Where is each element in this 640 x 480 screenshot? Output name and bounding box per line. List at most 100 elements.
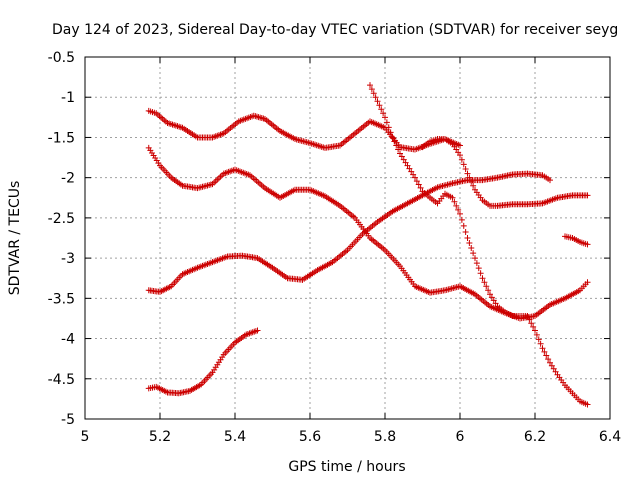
x-tick-label: 5.2 — [149, 429, 171, 445]
x-tick-label: 6 — [456, 429, 465, 445]
data-point-marker — [470, 250, 477, 257]
data-point-marker — [410, 171, 417, 178]
data-point-marker — [535, 336, 542, 343]
data-point-marker — [458, 216, 465, 223]
data-point-marker — [462, 228, 469, 235]
data-point-marker — [457, 152, 463, 159]
data-point-marker — [475, 265, 482, 272]
data-point-marker — [483, 283, 490, 290]
data-point-marker — [417, 184, 424, 191]
series-track-g — [562, 233, 591, 248]
data-point-marker — [376, 102, 383, 109]
data-point-marker — [533, 331, 540, 338]
data-point-marker — [488, 294, 495, 301]
x-tick-label: 5 — [81, 429, 90, 445]
data-point-marker — [389, 134, 396, 141]
data-point-marker — [400, 156, 407, 163]
data-point-marker — [457, 210, 463, 217]
data-point-marker — [526, 316, 533, 323]
data-point-marker — [408, 168, 415, 175]
data-point-marker — [532, 327, 538, 334]
data-point-marker — [473, 260, 480, 267]
data-point-marker — [387, 129, 394, 136]
y-tick-label: -4 — [61, 332, 75, 348]
y-tick-label: -2 — [61, 171, 75, 187]
data-point-marker — [530, 323, 537, 330]
data-point-marker — [479, 275, 486, 282]
data-point-marker — [378, 106, 385, 113]
y-tick-label: -1 — [61, 90, 75, 106]
data-point-marker — [543, 352, 550, 359]
chart-title: Day 124 of 2023, Sidereal Day-to-day VTE… — [52, 22, 618, 38]
series-track-b — [145, 144, 591, 322]
data-point-marker — [584, 192, 591, 199]
data-point-marker — [460, 161, 467, 168]
data-point-marker — [548, 362, 555, 369]
data-point-marker — [552, 368, 559, 375]
series-track-e — [367, 82, 591, 408]
data-point-marker — [455, 206, 462, 213]
data-point-marker — [487, 291, 493, 298]
x-axis-label: GPS time / hours — [288, 459, 405, 475]
data-point-marker — [393, 142, 400, 149]
data-point-marker — [453, 202, 460, 209]
data-point-marker — [539, 345, 546, 352]
y-tick-label: -2.5 — [48, 211, 75, 227]
data-point-marker — [402, 159, 409, 166]
series-track-c — [145, 170, 553, 295]
data-point-marker — [385, 124, 392, 131]
y-tick-label: -0.5 — [48, 50, 75, 66]
data-point-marker — [466, 240, 473, 247]
data-point-marker — [404, 162, 411, 169]
data-point-marker — [406, 165, 413, 172]
tick-layer: 5 5.2 5.4 5.6 5.8 6 6.2 6.4 -0.5 -1 -1.5 -2 -2.5 -3 -3… — [48, 50, 622, 445]
series-track-d — [145, 327, 261, 397]
data-point-marker — [464, 170, 471, 177]
data-point-marker — [449, 194, 456, 201]
y-axis-label: SDTVAR / TECUs — [7, 181, 23, 296]
data-point-marker — [481, 279, 488, 286]
y-tick-label: -3 — [61, 251, 75, 267]
data-point-marker — [528, 320, 535, 327]
data-point-marker — [398, 153, 405, 160]
data-point-marker — [468, 178, 475, 185]
data-point-marker — [485, 287, 492, 294]
plot-frame — [84, 56, 611, 420]
series-layer — [145, 82, 591, 408]
data-point-marker — [584, 279, 591, 286]
data-point-marker — [372, 94, 379, 101]
y-tick-label: -5 — [61, 412, 75, 428]
data-point-marker — [391, 138, 398, 145]
y-tick-label: -4.5 — [48, 372, 75, 388]
data-point-marker — [451, 198, 458, 205]
data-point-marker — [472, 255, 478, 262]
data-point-marker — [457, 142, 463, 149]
data-point-marker — [462, 166, 469, 173]
data-point-marker — [383, 119, 390, 126]
series-track-f — [419, 136, 591, 209]
data-point-marker — [584, 241, 591, 248]
data-point-marker — [492, 300, 499, 307]
data-point-marker — [413, 178, 420, 185]
data-point-marker — [550, 365, 557, 372]
data-point-marker — [370, 90, 377, 97]
data-point-marker — [380, 110, 387, 117]
data-point-marker — [460, 222, 467, 229]
data-point-marker — [477, 270, 484, 277]
x-tick-label: 5.8 — [374, 429, 396, 445]
data-point-marker — [541, 348, 548, 355]
x-tick-label: 5.4 — [224, 429, 246, 445]
data-point-marker — [547, 359, 553, 366]
data-point-marker — [374, 98, 381, 105]
data-point-marker — [395, 146, 402, 153]
data-point-marker — [464, 235, 471, 241]
data-point-marker — [397, 150, 403, 157]
x-tick-label: 6.4 — [599, 429, 621, 445]
data-point-marker — [468, 245, 475, 252]
data-point-marker — [470, 182, 477, 189]
data-point-marker — [584, 401, 591, 408]
data-point-marker — [382, 114, 388, 121]
data-point-marker — [545, 356, 552, 363]
